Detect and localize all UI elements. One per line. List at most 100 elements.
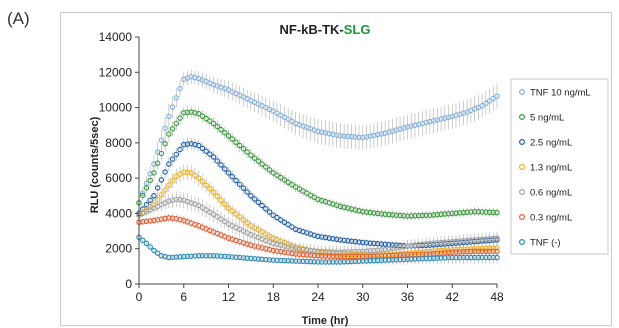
- y-tick-label: 12000: [99, 65, 133, 79]
- data-point: [173, 120, 180, 127]
- data-point: [158, 177, 165, 183]
- data-point: [307, 252, 314, 258]
- data-point: [192, 172, 198, 179]
- data-point: [449, 254, 455, 261]
- data-point: [423, 255, 429, 262]
- data-point: [479, 103, 485, 109]
- data-point: [285, 221, 291, 228]
- data-point: [225, 133, 232, 139]
- data-point: [229, 254, 235, 260]
- legend-entry: 2.5 ng/mL: [518, 138, 572, 149]
- data-point: [490, 209, 497, 216]
- legend-label: 5 ng/mL: [530, 113, 564, 124]
- data-point: [139, 237, 146, 244]
- data-point: [494, 245, 500, 251]
- data-point: [270, 170, 276, 176]
- data-point: [348, 258, 355, 265]
- data-point: [393, 212, 400, 218]
- data-point: [359, 248, 366, 255]
- data-point: [483, 254, 489, 261]
- data-point: [285, 258, 291, 264]
- data-point: [207, 151, 213, 157]
- data-point: [460, 254, 467, 261]
- data-point: [359, 208, 366, 215]
- data-point: [460, 238, 467, 244]
- data-point: [486, 98, 493, 104]
- data-point: [326, 235, 332, 241]
- data-point: [382, 211, 388, 218]
- data-point: [166, 161, 172, 167]
- data-point: [468, 237, 474, 243]
- data-point: [236, 142, 243, 149]
- y-tick-label: 6000: [105, 171, 132, 185]
- data-point: [195, 110, 202, 117]
- data-point: [427, 248, 433, 255]
- data-point: [218, 162, 224, 168]
- data-point: [397, 256, 403, 263]
- data-point: [255, 199, 262, 206]
- data-point: [397, 244, 403, 250]
- data-point: [218, 126, 224, 133]
- data-point: [460, 249, 467, 255]
- data-point: [236, 254, 243, 261]
- data-point: [225, 253, 232, 260]
- data-point: [445, 254, 452, 261]
- data-point: [483, 248, 489, 255]
- data-point: [378, 131, 385, 137]
- chart-frame: [60, 12, 612, 326]
- chart-title: NF-kB-TK-SLG: [280, 22, 371, 37]
- legend-entry: 1.3 ng/mL: [518, 163, 572, 174]
- data-point: [345, 238, 351, 244]
- data-point: [229, 173, 235, 180]
- data-point: [236, 214, 243, 220]
- data-point: [490, 235, 497, 242]
- data-point: [374, 240, 381, 247]
- legend-marker: [518, 88, 525, 95]
- chart-title-accent: SLG: [344, 22, 371, 37]
- data-point: [173, 196, 180, 203]
- data-point: [449, 249, 455, 255]
- data-point: [423, 241, 429, 247]
- y-tick-label: 4000: [105, 206, 132, 220]
- series-0: [136, 73, 500, 206]
- data-point: [154, 160, 161, 166]
- data-point: [374, 131, 381, 138]
- data-point: [442, 247, 448, 253]
- data-point: [445, 249, 452, 256]
- data-point: [169, 254, 176, 261]
- data-point: [408, 256, 414, 262]
- data-point: [456, 246, 463, 253]
- data-point: [438, 211, 444, 218]
- data-point: [348, 133, 355, 140]
- data-point: [430, 255, 437, 262]
- data-point: [427, 240, 433, 247]
- data-point: [471, 245, 478, 252]
- data-point: [415, 256, 422, 262]
- data-point: [214, 123, 221, 130]
- data-point: [184, 109, 191, 116]
- data-point: [401, 256, 407, 263]
- data-point: [337, 259, 344, 265]
- data-point: [494, 209, 500, 216]
- data-point: [259, 256, 265, 263]
- data-point: [374, 247, 381, 253]
- data-point: [181, 169, 187, 175]
- data-point: [289, 181, 295, 188]
- legend-marker: [518, 113, 525, 120]
- data-point: [177, 254, 183, 260]
- data-point: [151, 170, 157, 176]
- data-point: [214, 193, 221, 199]
- data-point: [292, 245, 299, 252]
- data-point: [210, 211, 217, 218]
- data-point: [151, 247, 157, 254]
- data-point: [456, 238, 463, 244]
- data-point: [251, 255, 258, 262]
- data-point: [359, 239, 366, 246]
- data-point: [427, 212, 433, 218]
- data-point: [341, 253, 347, 260]
- data-point: [430, 248, 437, 254]
- data-point: [188, 170, 194, 176]
- data-point: [195, 142, 202, 149]
- data-point: [154, 217, 161, 223]
- data-point: [475, 254, 482, 261]
